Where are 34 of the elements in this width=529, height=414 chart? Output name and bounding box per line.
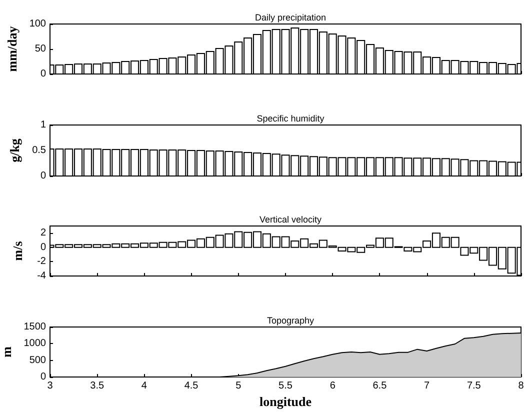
y-tick-label: 0 [40,170,46,182]
y-tick-label: 0 [40,242,46,253]
x-tick-label: 6.5 [372,380,388,392]
y-tick-label: 1000 [24,338,46,350]
x-tick-label: 7.5 [466,380,482,392]
chart-title: Specific humidity [256,114,325,124]
y-axis-title: m [0,346,14,358]
x-tick-label: 3 [47,380,54,392]
y-axis-title: m/s [10,241,25,261]
y-axis-title: mm/day [4,26,20,72]
x-tick-label: 8 [518,380,524,392]
y-tick-label: 100 [29,18,46,30]
x-tick-label: 7 [424,380,430,392]
y-tick-label: -2 [37,256,46,268]
y-tick-label: 0 [40,372,46,382]
chart-title: Vertical velocity [259,214,322,224]
x-tick-label: 3.5 [90,380,104,392]
x-axis-title: longitude [259,394,312,409]
x-tick-label: 5 [236,380,242,392]
x-tick-label: 6 [330,380,336,392]
x-tick-label: 4.5 [184,380,199,392]
x-tick-label: 4 [141,380,148,392]
chart-title: Topography [266,316,315,326]
y-tick-label: 2 [40,228,46,239]
chart-title: Daily precipitation [254,12,326,22]
y-tick-label: -4 [37,270,46,282]
y-axis-title: g/kg [7,138,22,162]
y-tick-label: 1500 [24,322,46,332]
y-tick-label: 50 [34,44,46,54]
y-tick-label: 0 [40,68,46,80]
y-tick-label: 0.5 [32,145,46,156]
x-tick-label: 5.5 [278,380,293,392]
y-tick-label: 500 [29,354,46,366]
y-tick-label: 1 [40,120,46,130]
